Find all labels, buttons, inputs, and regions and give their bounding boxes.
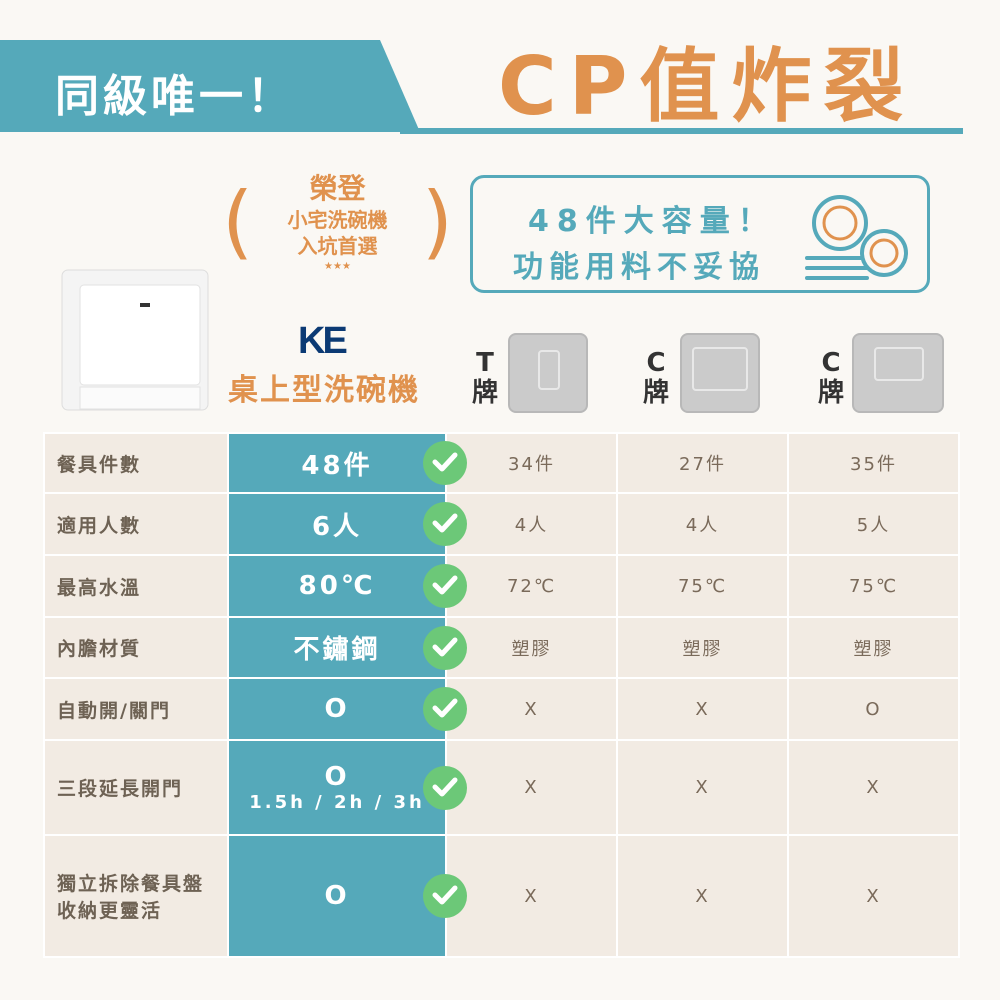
- ke-value: 不鏽鋼: [227, 616, 467, 679]
- laurel-right-icon: ): [421, 175, 453, 268]
- competitor-value: X: [616, 677, 789, 741]
- ke-logo: KE: [298, 320, 348, 362]
- brand-c2-image: [852, 333, 944, 413]
- check-icon: [423, 625, 467, 670]
- highlight-line2: 功能用料不妥協: [513, 250, 765, 285]
- table-row: 自動開/關門 O X X O: [43, 677, 960, 741]
- competitor-value: 75℃: [616, 554, 789, 618]
- competitor-value: 5人: [787, 492, 960, 556]
- competitor-value: 塑膠: [445, 616, 618, 679]
- header-banner: 同級唯一！: [0, 40, 420, 132]
- competitor-value: X: [445, 677, 618, 741]
- competitor-value: 塑膠: [616, 616, 789, 679]
- check-icon: [423, 441, 467, 485]
- laurel-left-icon: (: [222, 175, 254, 268]
- award-badge: ( ) 榮登 小宅洗碗機 入坑首選 ★★★: [222, 165, 453, 295]
- brand-t-image: [508, 333, 588, 413]
- competitor-value: X: [616, 834, 789, 958]
- banner-text: 同級唯一！: [55, 71, 295, 122]
- row-label: 自動開/關門: [43, 677, 229, 741]
- check-icon: [423, 874, 467, 918]
- competitor-value: X: [787, 739, 960, 836]
- competitor-value: 4人: [445, 492, 618, 556]
- competitor-value: 4人: [616, 492, 789, 556]
- competitor-value: X: [787, 834, 960, 958]
- competitor-value: 塑膠: [787, 616, 960, 679]
- row-label: 最高水溫: [43, 554, 229, 618]
- competitor-value: 75℃: [787, 554, 960, 618]
- award-stars: ★★★: [324, 261, 351, 272]
- table-row: 內膽材質 不鏽鋼 塑膠 塑膠 塑膠: [43, 616, 960, 679]
- page-title: CP值炸裂: [498, 40, 916, 133]
- table-row: 獨立拆除餐具盤 收納更靈活 O X X X: [43, 834, 960, 958]
- competitor-value: 72℃: [445, 554, 618, 618]
- ke-dishwasher-image: [61, 269, 209, 411]
- row-label: 適用人數: [43, 492, 229, 556]
- competitor-value: X: [445, 834, 618, 958]
- check-icon: [423, 765, 467, 810]
- check-icon: [423, 502, 467, 546]
- award-line2: 小宅洗碗機: [287, 208, 388, 232]
- comparison-table: 餐具件數 48件 34件 27件 35件 適用人數 6人 4人 4人 5人 最高水溫 80℃ 72℃ 75…: [43, 432, 960, 958]
- table-row: 適用人數 6人 4人 4人 5人: [43, 492, 960, 556]
- row-label: 餐具件數: [43, 432, 229, 494]
- row-label: 內膽材質: [43, 616, 229, 679]
- highlight-box: 48件大容量！ 功能用料不妥協: [470, 175, 930, 293]
- competitor-value: 27件: [616, 432, 789, 494]
- check-icon: [423, 687, 467, 731]
- ke-value: O 1.5h / 2h / 3h: [227, 739, 467, 836]
- award-line1: 榮登: [309, 172, 366, 205]
- competitor-value: 34件: [445, 432, 618, 494]
- competitor-value: O: [787, 677, 960, 741]
- ke-value: 6人: [227, 492, 467, 556]
- table-row: 最高水溫 80℃ 72℃ 75℃ 75℃: [43, 554, 960, 618]
- ke-sub-value: 1.5h / 2h / 3h: [249, 792, 425, 813]
- competitor-value: 35件: [787, 432, 960, 494]
- competitor-value: X: [445, 739, 618, 836]
- check-icon: [423, 564, 467, 608]
- header-underline: [400, 128, 963, 134]
- ke-value: 80℃: [227, 554, 467, 618]
- row-label: 獨立拆除餐具盤 收納更靈活: [43, 834, 229, 958]
- brand-c1-image: [680, 333, 760, 413]
- competitor-value: X: [616, 739, 789, 836]
- plates-icon: [805, 195, 908, 280]
- row-label: 三段延長開門: [43, 739, 229, 836]
- award-line3: 入坑首選: [297, 234, 378, 258]
- table-row: 餐具件數 48件 34件 27件 35件: [43, 432, 960, 494]
- highlight-line1: 48件大容量！: [528, 204, 776, 239]
- ke-value: O: [227, 677, 467, 741]
- ke-value: O: [227, 834, 467, 958]
- table-row: 三段延長開門 O 1.5h / 2h / 3h X X X: [43, 739, 960, 836]
- ke-value: 48件: [227, 432, 467, 494]
- product-name: 桌上型洗碗機: [228, 373, 420, 408]
